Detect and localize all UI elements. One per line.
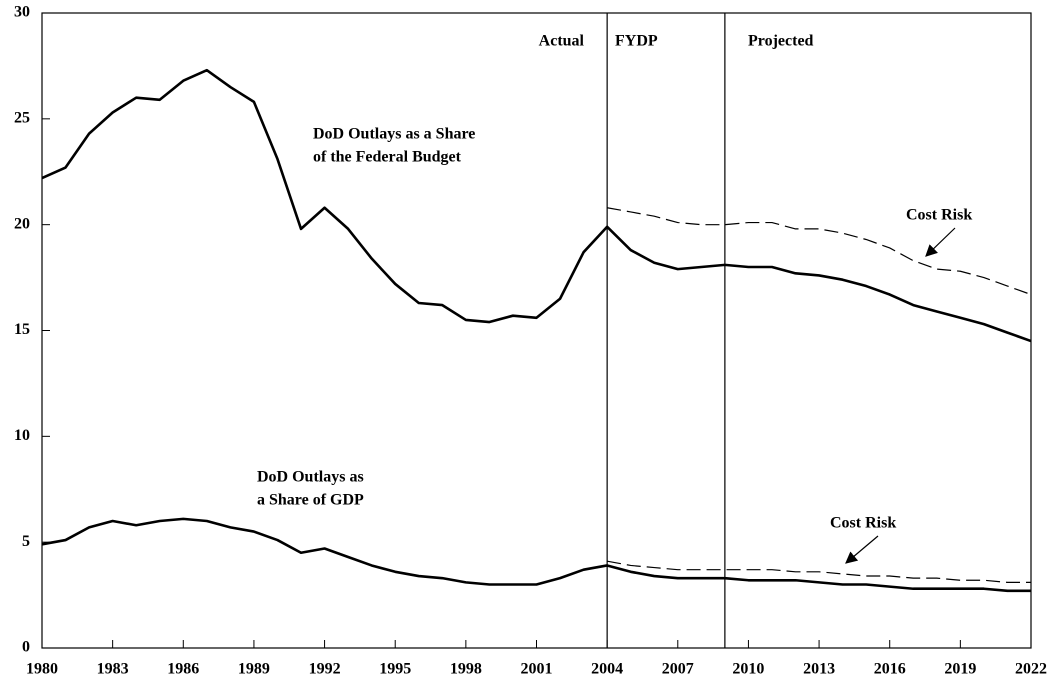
x-tick-label: 2007	[662, 661, 694, 678]
period-label: FYDP	[615, 33, 658, 50]
plot-frame	[41, 12, 1032, 649]
x-tick-label: 1986	[167, 661, 199, 678]
y-tick-label: 5	[22, 533, 30, 550]
series-line	[607, 207, 1032, 296]
x-tick-label: 1998	[450, 661, 482, 678]
annotation: of the Federal Budget	[313, 149, 462, 166]
x-tick-label: 2013	[803, 661, 835, 678]
y-tick-label: 25	[14, 110, 30, 127]
series-line	[41, 68, 1032, 343]
y-tick-label: 10	[14, 427, 30, 444]
y-tick-label: 30	[14, 4, 30, 21]
x-tick-label: 2019	[944, 661, 976, 678]
annotation: Cost Risk	[906, 207, 972, 224]
x-tick-label: 1992	[309, 661, 341, 678]
period-label: Actual	[539, 33, 585, 50]
arrow	[925, 227, 956, 257]
x-tick-label: 2001	[521, 661, 553, 678]
y-tick-label: 20	[14, 215, 30, 232]
x-tick-label: 1995	[379, 661, 411, 678]
y-tick-label: 15	[14, 321, 30, 338]
x-tick-label: 2022	[1015, 661, 1047, 678]
x-tick-label: 2004	[591, 661, 623, 678]
x-tick-label: 2016	[874, 661, 906, 678]
annotation: DoD Outlays as a Share	[313, 126, 475, 143]
arrow	[845, 535, 879, 564]
x-tick-label: 1980	[26, 661, 58, 678]
x-tick-label: 1989	[238, 661, 270, 678]
y-tick-label: 0	[22, 639, 30, 656]
annotation: Cost Risk	[830, 515, 896, 532]
x-tick-label: 2010	[732, 661, 764, 678]
period-label: Projected	[748, 33, 814, 50]
x-tick-label: 1983	[97, 661, 129, 678]
annotation: DoD Outlays as	[257, 469, 364, 486]
series-line	[41, 517, 1031, 593]
annotation: a Share of GDP	[257, 492, 364, 509]
series-line	[607, 560, 1031, 583]
